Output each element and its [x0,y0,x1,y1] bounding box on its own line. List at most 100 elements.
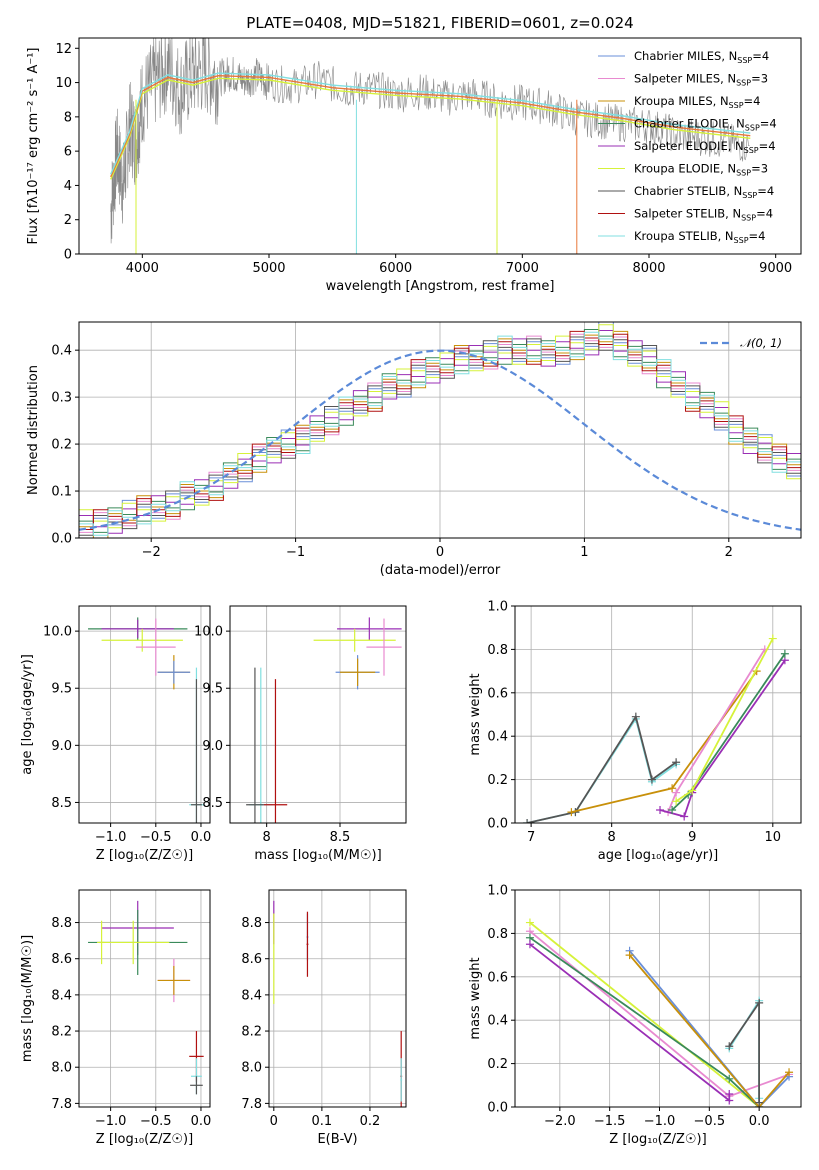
series-point [768,634,777,643]
y-axis-label: mass [log₁₀(M/M☉)] [20,935,35,1062]
x-axis-label: age [log₁₀(age/yr)] [598,848,719,863]
series-line [675,638,774,803]
x-tick-label: 8000 [632,261,665,276]
y-tick-label: 8.4 [241,988,262,1003]
y-tick-label: 0.2 [487,773,508,788]
series-line [628,954,790,1107]
x-axis-label: mass [log₁₀(M/M☉)] [254,848,381,863]
series-point [785,1068,794,1077]
plot-area [246,617,402,823]
series-point [755,998,764,1007]
panel-mass-vs-Z: −1.0 −0.5 0.0 7.8 8.0 8.2 8.4 8.6 8.8 Z [log₁₀(Z/… [20,889,211,1147]
axes-frame [78,605,211,824]
axes-frame [268,889,407,1108]
plot-area [79,322,801,538]
y-tick-label: 8.5 [51,796,72,811]
y-tick-label: 8.8 [241,916,262,931]
y-axis-label: Normed distribution [26,365,41,495]
y-tick-label: 10.0 [194,625,223,640]
figure-title: PLATE=0408, MJD=51821, FIBERID=0601, z=0… [246,14,633,32]
axes-frame [78,889,211,1108]
y-tick-label: 0.0 [51,532,72,547]
x-tick-label: 7 [527,830,535,845]
y-tick-label: 8.0 [241,1061,262,1076]
series-point [668,784,677,793]
y-axis-label: mass weight [468,957,483,1039]
x-axis-label: Z [log₁₀(Z/Z☉)] [609,1132,706,1147]
series-line [529,921,760,1107]
plot-area [525,918,794,1107]
y-tick-label: 8.6 [241,952,262,967]
axes-frame [229,605,407,824]
y-tick-label: 8.5 [202,796,223,811]
histogram-step [79,322,801,538]
series-point [523,819,532,823]
y-axis-label: Flux [fλ10⁻¹⁷ erg cm⁻² s⁻¹ A⁻¹] [26,48,41,245]
y-tick-label: 6 [64,145,72,160]
x-tick-label: 8 [608,830,616,845]
y-tick-label: 10 [55,76,72,91]
x-tick-label: −1.0 [95,1114,127,1129]
series-point [647,775,656,784]
y-tick-label: 0.6 [487,970,508,985]
y-axis-label: mass weight [468,673,483,755]
normal-curve [79,349,801,531]
x-tick-label: 0.1 [312,1114,333,1129]
series-point [672,788,681,797]
series-line [526,714,677,823]
x-tick-label: 1 [580,545,588,560]
series-line [667,648,766,813]
legend: Chabrier MILES, NSSP=4 Salpeter MILES, NS… [598,49,777,245]
y-tick-label: 9.5 [51,682,72,697]
y-tick-label: 0 [64,248,72,263]
x-tick-label: 9 [688,830,696,845]
y-tick-label: 10.0 [43,625,72,640]
panel-weight-vs-age: 7 8 9 10 0.0 0.2 0.4 0.6 0.8 1.0 age [log₁₀(age/yr… [468,600,802,863]
axes-frame [78,37,802,255]
x-axis-label: Z [log₁₀(Z/Z☉)] [96,848,193,863]
series-point [725,1089,734,1098]
y-tick-label: 7.8 [241,1097,262,1112]
x-tick-label: 0.0 [191,830,212,845]
y-tick-label: 0.3 [51,391,72,406]
x-tick-label: 7000 [506,261,539,276]
series-point [668,805,677,814]
series-point [688,786,697,795]
x-tick-label: −0.5 [694,1114,726,1129]
series-line [671,653,786,811]
series-point [780,649,789,658]
series-point [680,812,689,821]
legend-entry: Kroupa STELIB, NSSP=4 [634,229,765,245]
data-spectrum-line [110,38,750,244]
axes-frame [514,605,802,824]
x-tick-label: −1 [286,545,305,560]
series-point [656,805,665,814]
x-axis-label: (data-model)/error [380,563,501,578]
histogram-step [79,331,801,536]
legend-entry: 𝒩(0, 1) [740,336,782,350]
legend-entry: Salpeter ELODIE, NSSP=4 [634,139,776,155]
x-axis-label: E(B-V) [317,1132,357,1147]
x-tick-label: −1.5 [594,1114,626,1129]
plot-area [88,617,204,823]
legend-entry: Kroupa ELODIE, NSSP=3 [634,162,768,178]
model-spectrum-line [110,77,751,180]
x-tick-label: 0 [436,545,444,560]
y-tick-label: 0.0 [487,1101,508,1116]
model-spectrum-line [110,74,751,178]
y-tick-label: 0.1 [51,485,72,500]
x-tick-label: 8 [263,830,271,845]
series-point [567,808,576,817]
model-spectrum-line [110,72,751,175]
histogram-step [79,330,801,538]
x-tick-label: −2 [142,545,161,560]
y-tick-label: 0.2 [487,1057,508,1072]
x-tick-label: −1.0 [644,1114,676,1129]
x-tick-label: −1.0 [95,830,127,845]
legend-entry: Chabrier STELIB, NSSP=4 [634,184,774,200]
plot-area [110,38,751,254]
x-tick-label: 4000 [126,261,159,276]
x-tick-label: −0.5 [140,1114,172,1129]
legend-entry: Chabrier MILES, NSSP=4 [634,49,769,65]
